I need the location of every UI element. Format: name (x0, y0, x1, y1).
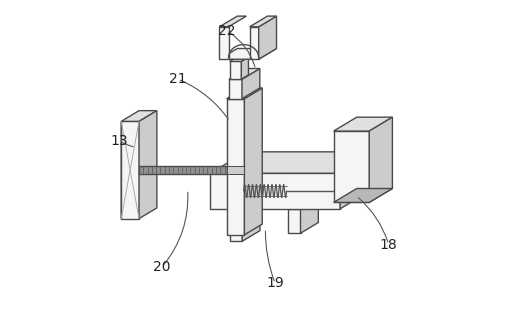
Polygon shape (334, 131, 369, 202)
Text: 18: 18 (380, 237, 397, 251)
Polygon shape (210, 173, 340, 209)
Polygon shape (340, 152, 376, 209)
Polygon shape (334, 117, 393, 131)
Text: 22: 22 (218, 24, 235, 38)
Polygon shape (226, 99, 244, 235)
Polygon shape (220, 27, 228, 59)
Polygon shape (121, 111, 157, 121)
Polygon shape (210, 152, 376, 173)
Polygon shape (220, 48, 277, 59)
Polygon shape (139, 166, 233, 174)
Polygon shape (230, 209, 242, 241)
Polygon shape (250, 27, 258, 59)
Polygon shape (226, 166, 244, 174)
Polygon shape (244, 88, 262, 235)
Text: 13: 13 (111, 134, 128, 148)
Text: 20: 20 (153, 260, 170, 274)
Text: 21: 21 (169, 72, 187, 86)
Polygon shape (229, 61, 241, 79)
Polygon shape (242, 198, 260, 241)
Polygon shape (229, 68, 260, 79)
Polygon shape (258, 16, 277, 59)
Polygon shape (369, 117, 393, 202)
Polygon shape (334, 188, 393, 202)
Polygon shape (242, 68, 260, 99)
Polygon shape (121, 121, 139, 219)
Polygon shape (229, 79, 242, 99)
Polygon shape (229, 57, 249, 61)
Polygon shape (220, 16, 247, 27)
Polygon shape (241, 57, 249, 79)
Polygon shape (139, 111, 157, 219)
Polygon shape (300, 198, 319, 233)
Polygon shape (226, 88, 262, 99)
Polygon shape (250, 16, 277, 27)
Text: 19: 19 (266, 276, 284, 290)
Polygon shape (121, 121, 139, 219)
Polygon shape (288, 209, 300, 233)
